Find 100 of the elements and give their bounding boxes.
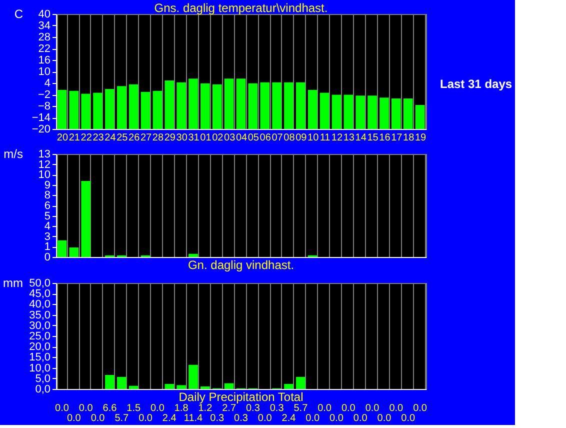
data-label: 0.0	[389, 403, 404, 414]
bar	[69, 90, 79, 129]
data-label: 0.0	[258, 413, 272, 424]
y-tick-label: 40,0	[29, 298, 50, 311]
data-label: 0.0	[66, 413, 82, 424]
bar	[200, 386, 210, 389]
bar	[284, 82, 294, 129]
y-tick-label: 13	[38, 148, 50, 160]
y-tick-label: 12	[38, 158, 50, 171]
x-tick-label: 24	[104, 132, 116, 144]
y-axis-title: mm	[3, 276, 23, 290]
y-tick-label: 15,0	[29, 352, 50, 364]
y-tick-label: 0	[44, 252, 50, 264]
bar	[69, 247, 79, 257]
bar	[188, 78, 198, 129]
y-tick-label: 8	[44, 190, 50, 202]
bar	[296, 376, 306, 389]
data-label: 0.0	[318, 403, 332, 414]
x-tick-label: 09	[296, 132, 308, 144]
y-tick-label: 45,0	[29, 288, 50, 300]
bar	[176, 82, 186, 129]
bar	[392, 98, 401, 129]
chart-title: Gns. daglig temperatur\vindhast.	[154, 1, 328, 15]
y-tick-label: 3	[44, 230, 50, 243]
bar	[212, 84, 222, 129]
y-axis-title: C	[14, 7, 24, 21]
y-tick-label: 5,0	[35, 372, 50, 385]
data-label: 11.4	[184, 413, 204, 424]
y-tick-label: 50,0	[29, 278, 50, 290]
x-tick-label: 19	[414, 132, 427, 144]
x-tick-label: 20	[56, 132, 68, 144]
y-tick-label: 35,0	[29, 309, 50, 322]
x-tick-label: 07	[272, 132, 284, 144]
data-label: 0.0	[330, 413, 344, 424]
bar	[380, 98, 389, 129]
data-label: 2.7	[222, 403, 236, 414]
bar	[93, 92, 102, 129]
data-label: 1.8	[174, 403, 189, 414]
x-tick-label: 06	[260, 132, 272, 144]
text: Daily Precipitation Total	[178, 390, 304, 404]
x-tick-label: 16	[379, 132, 391, 144]
x-tick-label: 21	[68, 132, 80, 144]
x-tick-label: 29	[164, 132, 176, 144]
x-tick-label: 26	[128, 132, 140, 144]
x-tick-label: 10	[308, 132, 320, 144]
bar	[81, 180, 90, 257]
bar	[128, 84, 138, 129]
y-tick-label: 0,0	[35, 384, 50, 396]
data-label: 1.2	[198, 403, 213, 414]
data-label: 0.0	[55, 403, 70, 414]
data-label: 5.7	[114, 413, 130, 424]
y-tick-label: −14	[32, 112, 50, 124]
data-label: 2.4	[162, 413, 177, 424]
data-label: 0.0	[401, 413, 416, 424]
data-label: 1.5	[126, 403, 141, 414]
x-tick-label: 27	[140, 132, 152, 144]
x-tick-label: 28	[152, 132, 164, 144]
y-tick-label: 10	[38, 66, 50, 78]
x-tick-label: 14	[355, 132, 367, 144]
x-tick-label: 11	[320, 132, 331, 144]
x-tick-label: 31	[188, 132, 200, 144]
x-tick-label: 30	[176, 132, 188, 144]
bar	[164, 80, 174, 129]
bar	[248, 83, 258, 129]
y-tick-label: 10	[38, 169, 50, 182]
bar	[272, 82, 282, 129]
x-tick-label: 05	[248, 132, 260, 144]
data-label: 0.0	[306, 413, 320, 424]
bar	[140, 92, 150, 129]
data-label: 6.6	[102, 403, 118, 414]
text: Last 31 days	[440, 77, 512, 91]
x-tick-label: 08	[284, 132, 296, 144]
x-tick-label: 01	[200, 132, 212, 144]
bar	[128, 386, 138, 389]
bar	[105, 375, 114, 389]
y-tick-label: 25,0	[29, 330, 50, 342]
bar	[260, 82, 270, 129]
x-tick-label: 23	[92, 132, 104, 144]
bar	[403, 98, 413, 129]
bar	[284, 384, 294, 389]
data-label: 0.0	[413, 403, 428, 414]
y-tick-label: −2	[38, 89, 50, 101]
y-tick-label: 22	[38, 43, 50, 55]
bar	[57, 90, 67, 129]
bar	[415, 105, 425, 129]
data-label: 0.3	[234, 413, 248, 424]
bar	[81, 94, 90, 129]
y-tick-label: 4	[44, 220, 50, 233]
x-tick-label: 03	[224, 132, 236, 144]
y-tick-label: 9	[44, 179, 50, 192]
bar	[332, 94, 342, 129]
data-label: 0.3	[246, 403, 260, 414]
y-tick-label: −20	[32, 124, 50, 136]
bar	[188, 254, 198, 257]
text: Gn. daglig vindhast.	[188, 258, 294, 272]
x-tick-label: 13	[343, 132, 355, 144]
data-label: 0.0	[138, 413, 153, 424]
y-tick-label: 1	[44, 241, 50, 254]
x-tick-label: 18	[403, 132, 415, 144]
data-label: 0.3	[270, 403, 284, 414]
